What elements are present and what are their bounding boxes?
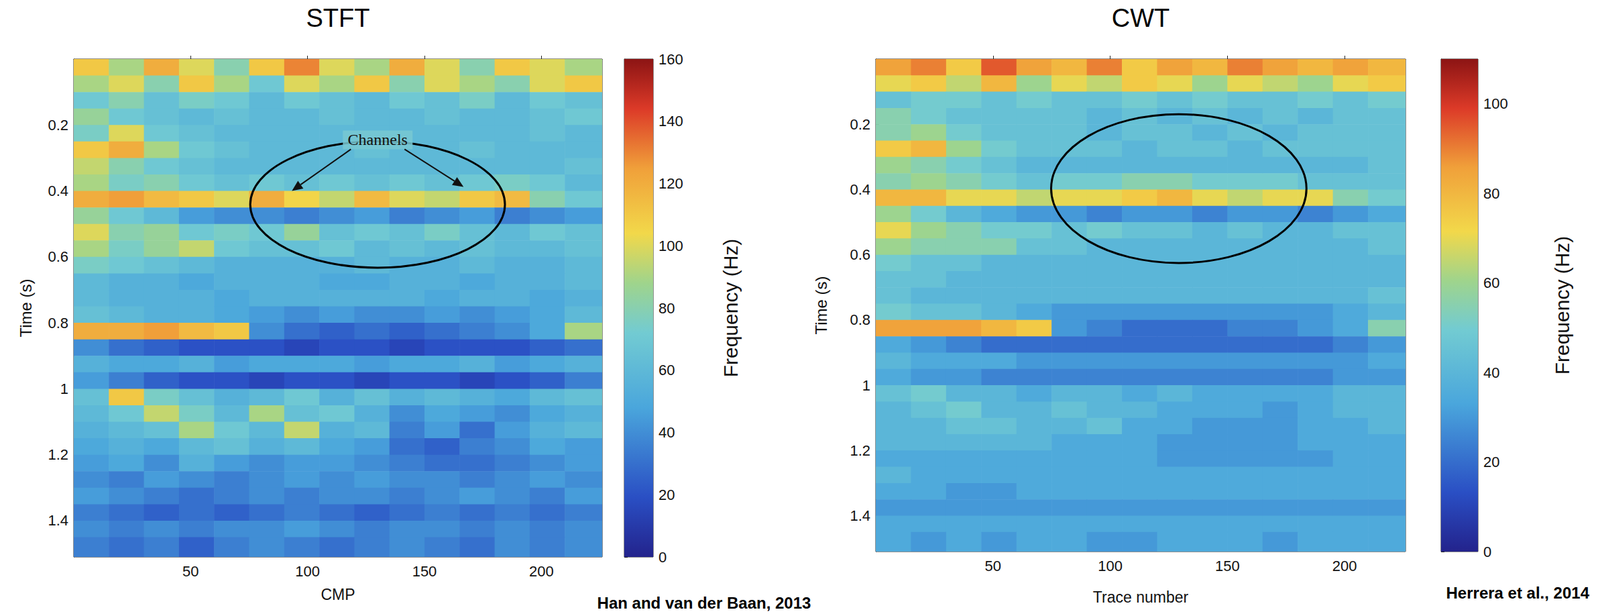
svg-text:50: 50	[985, 557, 1002, 575]
svg-text:0: 0	[1483, 543, 1492, 560]
svg-text:120: 120	[658, 175, 684, 192]
svg-text:100: 100	[295, 562, 320, 580]
svg-text:100: 100	[1097, 557, 1123, 575]
svg-text:STFT: STFT	[306, 4, 371, 33]
svg-text:20: 20	[658, 486, 675, 503]
svg-text:Han and van der Baan, 2013: Han and van der Baan, 2013	[597, 593, 812, 612]
svg-text:0.2: 0.2	[849, 116, 871, 133]
svg-text:1.4: 1.4	[849, 506, 871, 524]
svg-text:Channels: Channels	[348, 130, 408, 149]
svg-text:CWT: CWT	[1111, 4, 1171, 33]
svg-text:0.4: 0.4	[47, 182, 69, 200]
svg-text:1.4: 1.4	[47, 511, 69, 529]
svg-text:Time (s): Time (s)	[16, 278, 35, 337]
svg-text:200: 200	[1332, 557, 1358, 575]
svg-text:200: 200	[529, 562, 554, 580]
svg-text:60: 60	[1483, 274, 1500, 292]
svg-text:150: 150	[412, 562, 438, 580]
svg-text:80: 80	[658, 299, 675, 317]
svg-text:CMP: CMP	[320, 585, 355, 603]
svg-text:1: 1	[862, 376, 871, 394]
svg-text:0: 0	[658, 548, 667, 566]
svg-text:100: 100	[658, 237, 684, 255]
svg-text:Herrera et al., 2014: Herrera et al., 2014	[1446, 583, 1590, 602]
svg-text:1.2: 1.2	[47, 445, 69, 463]
svg-text:40: 40	[1483, 364, 1500, 381]
svg-text:1.2: 1.2	[849, 441, 871, 459]
svg-text:100: 100	[1483, 95, 1509, 112]
svg-text:150: 150	[1215, 557, 1240, 575]
svg-text:0.8: 0.8	[849, 311, 871, 328]
svg-text:140: 140	[658, 112, 684, 130]
svg-text:80: 80	[1483, 185, 1500, 202]
svg-text:Trace number: Trace number	[1093, 588, 1189, 606]
svg-text:60: 60	[658, 361, 675, 379]
svg-text:Time (s): Time (s)	[812, 275, 831, 334]
svg-text:20: 20	[1483, 453, 1500, 471]
svg-text:50: 50	[182, 562, 199, 580]
svg-text:0.4: 0.4	[849, 181, 871, 198]
svg-text:160: 160	[658, 50, 684, 68]
svg-text:40: 40	[658, 423, 675, 441]
svg-text:0.2: 0.2	[47, 116, 69, 134]
svg-text:1: 1	[60, 380, 69, 397]
svg-text:0.8: 0.8	[47, 314, 69, 332]
svg-text:Frequency (Hz): Frequency (Hz)	[1551, 236, 1574, 375]
svg-text:0.6: 0.6	[47, 248, 69, 265]
svg-text:Frequency (Hz): Frequency (Hz)	[719, 238, 742, 378]
svg-text:0.6: 0.6	[849, 246, 871, 263]
